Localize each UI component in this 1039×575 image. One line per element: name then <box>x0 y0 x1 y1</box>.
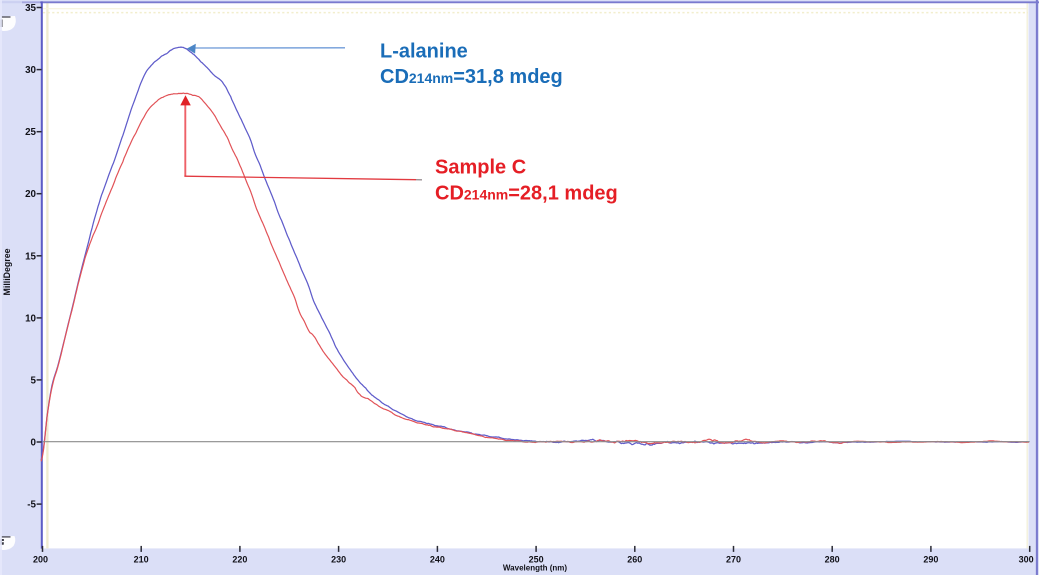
svg-text:L-alanine: L-alanine <box>380 41 468 63</box>
svg-text:CD214nm=31,8 mdeg: CD214nm=31,8 mdeg <box>380 66 563 88</box>
svg-text:290: 290 <box>923 555 938 565</box>
svg-text:MilliDegree: MilliDegree <box>2 248 12 295</box>
svg-text:280: 280 <box>825 555 840 565</box>
svg-text:-5: -5 <box>27 500 36 511</box>
svg-text:25: 25 <box>25 127 36 138</box>
svg-text:210: 210 <box>134 555 149 565</box>
svg-text:200: 200 <box>33 555 48 565</box>
svg-text:CD214nm=28,1 mdeg: CD214nm=28,1 mdeg <box>435 183 618 205</box>
svg-text:300: 300 <box>1019 555 1034 565</box>
svg-text:240: 240 <box>430 555 445 565</box>
svg-text:260: 260 <box>627 555 642 565</box>
svg-text:5: 5 <box>31 375 37 386</box>
svg-text:230: 230 <box>331 555 346 565</box>
svg-text:0: 0 <box>31 438 37 449</box>
svg-text:270: 270 <box>726 555 741 565</box>
svg-text:250: 250 <box>529 555 544 565</box>
svg-text:20: 20 <box>25 189 36 200</box>
svg-text:10: 10 <box>25 313 36 324</box>
svg-text:30: 30 <box>25 65 36 76</box>
svg-text:220: 220 <box>232 555 247 565</box>
svg-text:Sample C: Sample C <box>435 157 526 179</box>
svg-text:15: 15 <box>25 251 36 262</box>
svg-text:Wavelength (nm): Wavelength (nm) <box>503 564 567 573</box>
svg-text:35: 35 <box>25 3 36 14</box>
